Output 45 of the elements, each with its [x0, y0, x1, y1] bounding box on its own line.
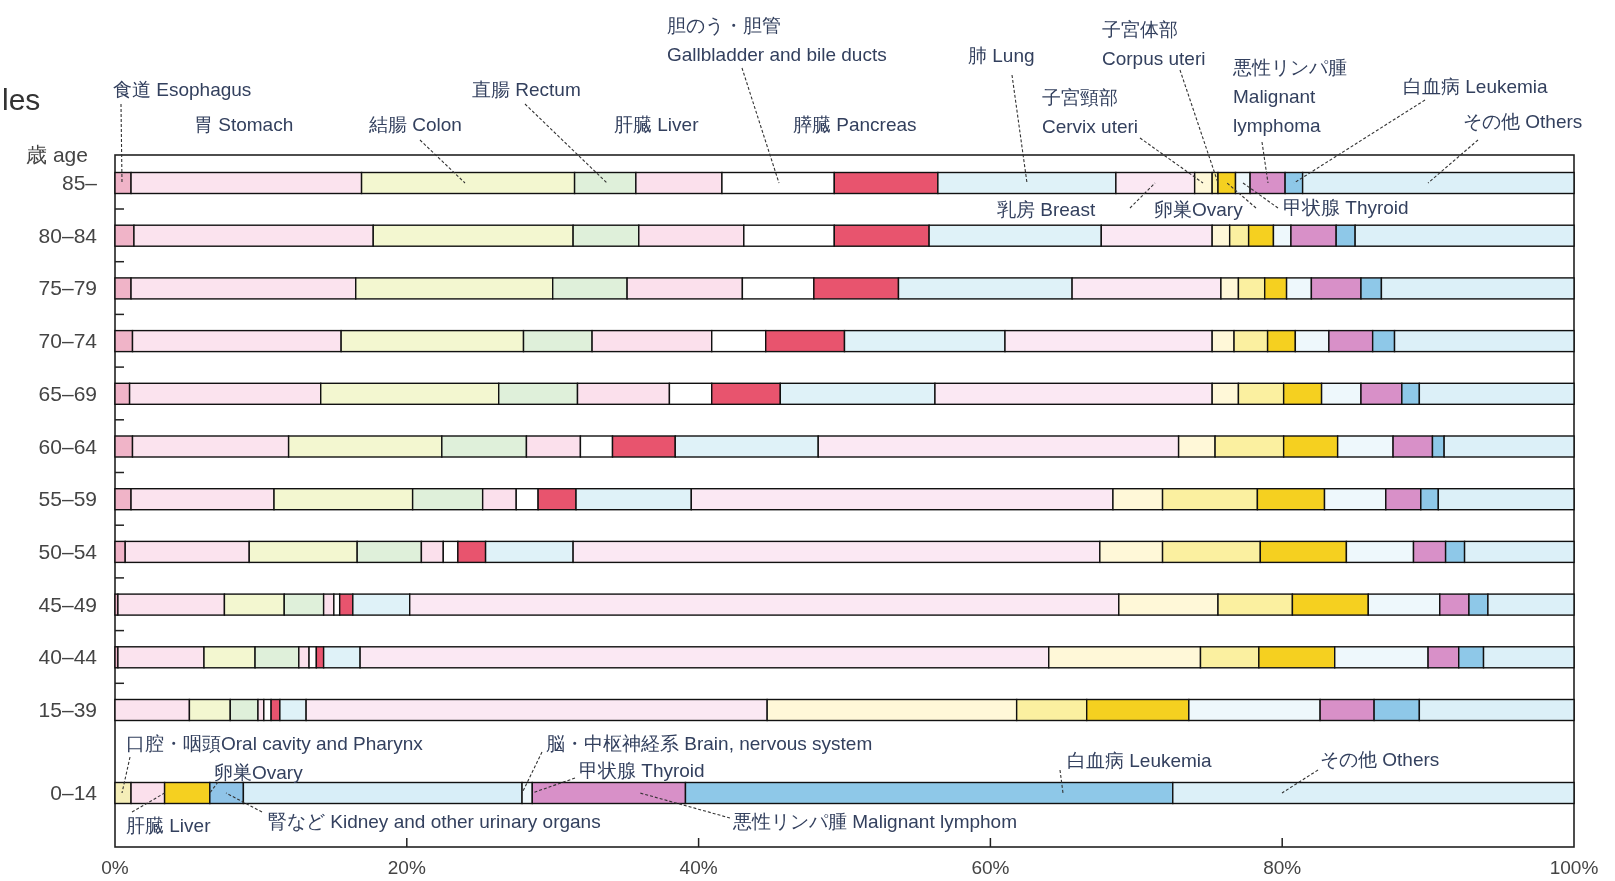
text: 子宮頸部 Cervix uteri [1042, 87, 1139, 137]
x-tick-label: 40% [679, 857, 718, 878]
y-tick-label: 50–54 [38, 539, 98, 563]
annotation: その他 Others [1320, 749, 1440, 770]
text: その他 Others [1463, 111, 1583, 132]
chart-title: les [2, 83, 41, 116]
annotation: 口腔・咽頭Oral cavity and Pharynx [126, 733, 424, 754]
x-tick-label: 80% [1263, 857, 1302, 878]
annotation: 肝臓 Liver [126, 815, 212, 836]
y-tick-label: 55–59 [38, 487, 97, 511]
annotation: 卵巣Ovary [214, 762, 304, 783]
annotation: 甲状腺 Thyroid [1283, 197, 1409, 218]
annotation: 脳・中枢神経系 Brain, nervous system [546, 733, 873, 754]
y-axis-title: 歳 age [26, 143, 88, 166]
x-tick-label: 100% [1549, 857, 1599, 878]
annotation: 卵巣Ovary [1154, 199, 1244, 220]
annotation: 乳房 Breast [997, 199, 1096, 220]
text: 白血病 Leukemia [1403, 76, 1549, 97]
text: 悪性リンパ腫 Malignant lymphoma [1232, 57, 1347, 136]
text: 胆のう・胆管 Gallbladder and bile ducts [667, 15, 887, 65]
y-tick-label: 15–39 [38, 698, 97, 721]
annotation: 腎など Kidney and other urinary organs [268, 811, 601, 832]
text: 結腸 Colon [368, 114, 462, 135]
y-tick-label: 60–64 [38, 434, 98, 458]
annotation: 子宮体部 Corpus uteri [1102, 19, 1206, 69]
y-tick-label: 85– [61, 171, 98, 194]
x-tick-label: 0% [101, 857, 129, 878]
x-tick-label: 20% [387, 857, 426, 878]
annotation: 白血病 Leukemia [1067, 750, 1213, 771]
y-tick-label: 0–14 [50, 781, 98, 804]
y-tick-label: 40–44 [38, 645, 98, 669]
text: 食道 Esophagus [113, 79, 252, 100]
annotation: 悪性リンパ腫 Malignant lymphom [732, 811, 1018, 832]
text: 肝臓 Liver [614, 114, 700, 135]
y-tick-label: 65–69 [38, 381, 97, 405]
text: 肺 Lung [968, 45, 1035, 66]
text: 胃 Stomach [194, 114, 294, 135]
y-tick-label: 45–49 [38, 592, 97, 616]
y-tick-label: 70–74 [38, 329, 98, 353]
y-tick-label: 75–79 [38, 276, 97, 300]
y-tick-label: 80–84 [38, 223, 98, 247]
x-tick-label: 60% [971, 857, 1010, 878]
text: 膵臓 Pancreas [793, 114, 917, 135]
annotation: 甲状腺 Thyroid [579, 760, 705, 781]
text: 直腸 Rectum [472, 79, 581, 100]
